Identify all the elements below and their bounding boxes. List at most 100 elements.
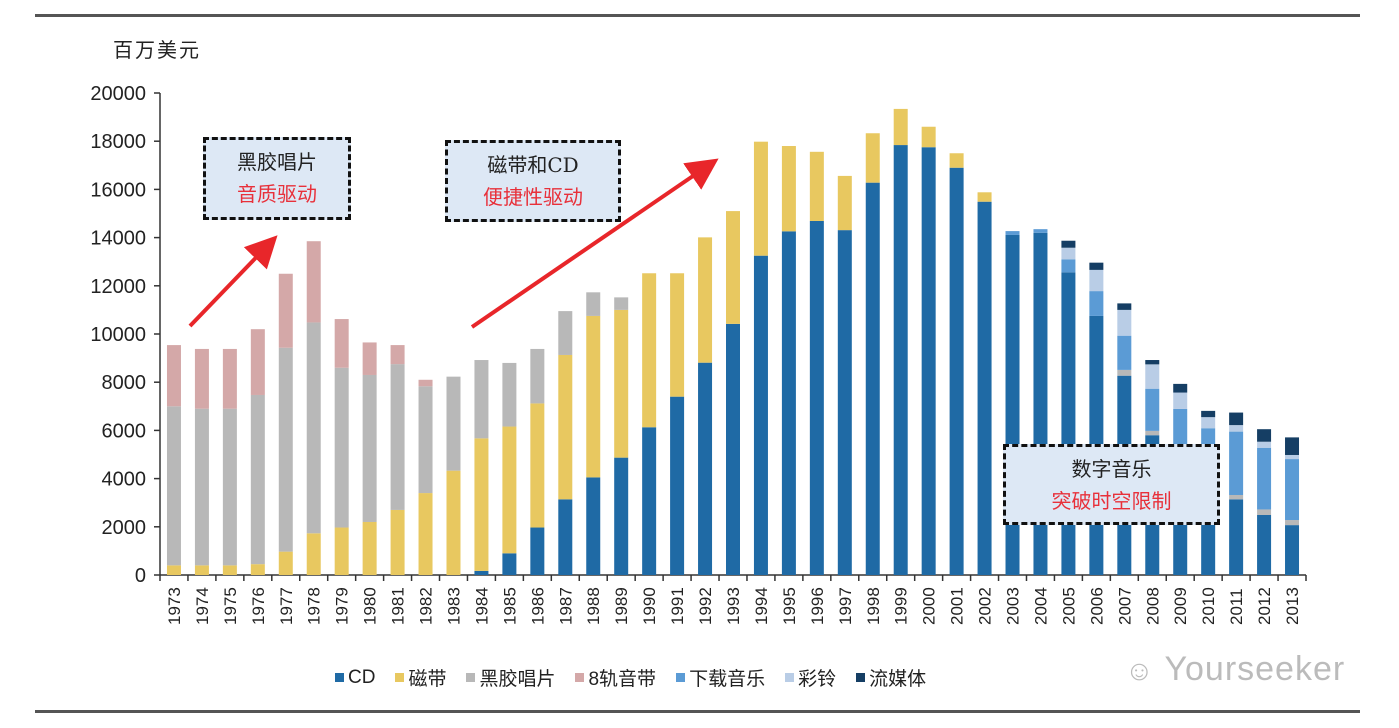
annotation-vinyl-subtitle: 音质驱动 bbox=[237, 182, 317, 206]
bar-segment-黑胶唱片-2012 bbox=[1257, 509, 1272, 515]
bar-segment-黑胶唱片-1984 bbox=[474, 360, 489, 439]
bar-segment-磁带-1975 bbox=[222, 565, 237, 575]
y-tick-label: 14000 bbox=[90, 228, 146, 250]
bar-segment-磁带-1994 bbox=[753, 141, 768, 256]
top-rule bbox=[35, 14, 1360, 17]
bar-segment-磁带-2001 bbox=[949, 153, 964, 168]
x-tick-label: 1987 bbox=[556, 587, 575, 625]
y-tick-label: 0 bbox=[135, 565, 146, 587]
x-tick-label: 1995 bbox=[780, 587, 799, 625]
x-tick-label: 1977 bbox=[277, 587, 296, 625]
legend-swatch bbox=[676, 673, 686, 682]
bar-segment-流媒体-2010 bbox=[1201, 410, 1216, 418]
bar-segment-CD-1994 bbox=[753, 255, 768, 576]
bar-segment-黑胶唱片-1982 bbox=[418, 386, 433, 494]
bar-segment-磁带-2002 bbox=[977, 192, 992, 202]
annotation-vinyl: 黑胶唱片 音质驱动 bbox=[203, 137, 351, 220]
bar-segment-CD-1986 bbox=[530, 527, 545, 575]
bar-segment-黑胶唱片-1976 bbox=[250, 394, 265, 565]
bar-segment-8轨音带-1979 bbox=[334, 319, 349, 368]
watermark-text: Yourseeker bbox=[1164, 650, 1346, 688]
legend-label: 彩铃 bbox=[798, 669, 837, 690]
bar-segment-下载音乐-2003 bbox=[1005, 231, 1020, 235]
bar-segment-彩铃-2005 bbox=[1061, 247, 1076, 260]
bar-segment-CD-1987 bbox=[558, 499, 573, 575]
x-tick-label: 1998 bbox=[864, 587, 883, 625]
bar-segment-黑胶唱片-1985 bbox=[502, 362, 517, 427]
bar-segment-CD-1985 bbox=[502, 553, 517, 575]
y-tick-label: 12000 bbox=[90, 276, 146, 298]
legend-label: 磁带 bbox=[408, 669, 447, 690]
bar-segment-磁带-1973 bbox=[166, 565, 181, 575]
x-tick-label: 1996 bbox=[808, 587, 827, 625]
x-tick-label: 1980 bbox=[361, 587, 380, 625]
bar-segment-CD-2011 bbox=[1229, 499, 1244, 575]
bar-segment-磁带-1981 bbox=[390, 509, 405, 575]
bar-segment-CD-2001 bbox=[949, 167, 964, 575]
bar-segment-磁带-1996 bbox=[809, 151, 824, 221]
bar-segment-彩铃-2007 bbox=[1117, 309, 1132, 336]
bar-segment-流媒体-2012 bbox=[1257, 429, 1272, 442]
bar-segment-彩铃-2013 bbox=[1285, 454, 1300, 460]
x-tick-label: 2012 bbox=[1255, 587, 1274, 625]
bar-segment-CD-1984 bbox=[474, 570, 489, 575]
bar-segment-磁带-1977 bbox=[278, 551, 293, 575]
annotation-digital-title: 数字音乐 bbox=[1071, 457, 1152, 481]
annotation-vinyl-title: 黑胶唱片 bbox=[237, 150, 317, 174]
x-tick-label: 1984 bbox=[472, 587, 491, 625]
bar-segment-黑胶唱片-1986 bbox=[530, 348, 545, 404]
bar-segment-CD-2013 bbox=[1285, 525, 1300, 575]
bar-segment-CD-1999 bbox=[893, 145, 908, 575]
x-tick-label: 1988 bbox=[584, 587, 603, 625]
bar-segment-流媒体-2007 bbox=[1117, 303, 1132, 310]
bar-segment-黑胶唱片-1975 bbox=[222, 408, 237, 566]
bar-segment-下载音乐-2004 bbox=[1033, 229, 1048, 233]
x-tick-label: 1989 bbox=[612, 587, 631, 625]
bar-segment-磁带-1986 bbox=[530, 403, 545, 528]
x-tick-label: 2001 bbox=[948, 587, 967, 625]
bar-segment-黑胶唱片-1977 bbox=[278, 347, 293, 552]
bar-segment-黑胶唱片-1978 bbox=[306, 322, 321, 534]
bar-segment-磁带-1990 bbox=[642, 273, 657, 428]
annotation-digital-subtitle: 突破时空限制 bbox=[1051, 489, 1172, 513]
bar-segment-CD-1998 bbox=[865, 182, 880, 576]
legend-item: CD bbox=[335, 667, 375, 689]
x-tick-label: 1999 bbox=[892, 587, 911, 625]
bar-segment-黑胶唱片-1980 bbox=[362, 374, 377, 522]
bar-segment-黑胶唱片-1979 bbox=[334, 367, 349, 528]
trend-arrow-icon bbox=[470, 158, 719, 329]
bar-segment-CD-1992 bbox=[698, 362, 713, 575]
x-tick-label: 2009 bbox=[1171, 587, 1190, 625]
bar-segment-黑胶唱片-1987 bbox=[558, 311, 573, 355]
bar-segment-8轨音带-1981 bbox=[390, 345, 405, 365]
x-tick-label: 1976 bbox=[249, 587, 268, 625]
bar-segment-流媒体-2006 bbox=[1089, 262, 1104, 270]
y-tick-label: 16000 bbox=[90, 179, 146, 201]
bar-segment-黑胶唱片-1989 bbox=[614, 297, 629, 310]
y-tick-label: 10000 bbox=[90, 324, 146, 346]
x-tick-label: 1981 bbox=[389, 587, 408, 625]
x-tick-label: 1974 bbox=[193, 587, 212, 625]
bar-segment-下载音乐-2007 bbox=[1117, 335, 1132, 370]
bar-segment-下载音乐-2005 bbox=[1061, 259, 1076, 273]
wechat-icon: ☺ bbox=[1125, 655, 1155, 686]
bar-segment-黑胶唱片-2011 bbox=[1229, 494, 1244, 500]
bar-segment-8轨音带-1978 bbox=[306, 241, 321, 323]
bar-segment-磁带-2000 bbox=[921, 126, 936, 148]
bar-segment-磁带-1978 bbox=[306, 533, 321, 575]
bar-segment-黑胶唱片-2008 bbox=[1145, 430, 1160, 436]
bar-segment-磁带-1988 bbox=[586, 315, 601, 478]
x-tick-label: 2005 bbox=[1059, 587, 1078, 625]
bar-segment-流媒体-2005 bbox=[1061, 240, 1076, 248]
bar-segment-黑胶唱片-1973 bbox=[166, 406, 181, 566]
trend-arrow-icon bbox=[188, 235, 278, 328]
y-tick-label: 4000 bbox=[102, 469, 147, 491]
bar-segment-黑胶唱片-1988 bbox=[586, 292, 601, 316]
bar-segment-8轨音带-1976 bbox=[250, 329, 265, 395]
bar-segment-8轨音带-1975 bbox=[222, 348, 237, 409]
x-tick-label: 2002 bbox=[976, 587, 995, 625]
bar-segment-下载音乐-2006 bbox=[1089, 291, 1104, 316]
x-tick-label: 1990 bbox=[640, 587, 659, 625]
bar-segment-CD-1990 bbox=[642, 427, 657, 575]
